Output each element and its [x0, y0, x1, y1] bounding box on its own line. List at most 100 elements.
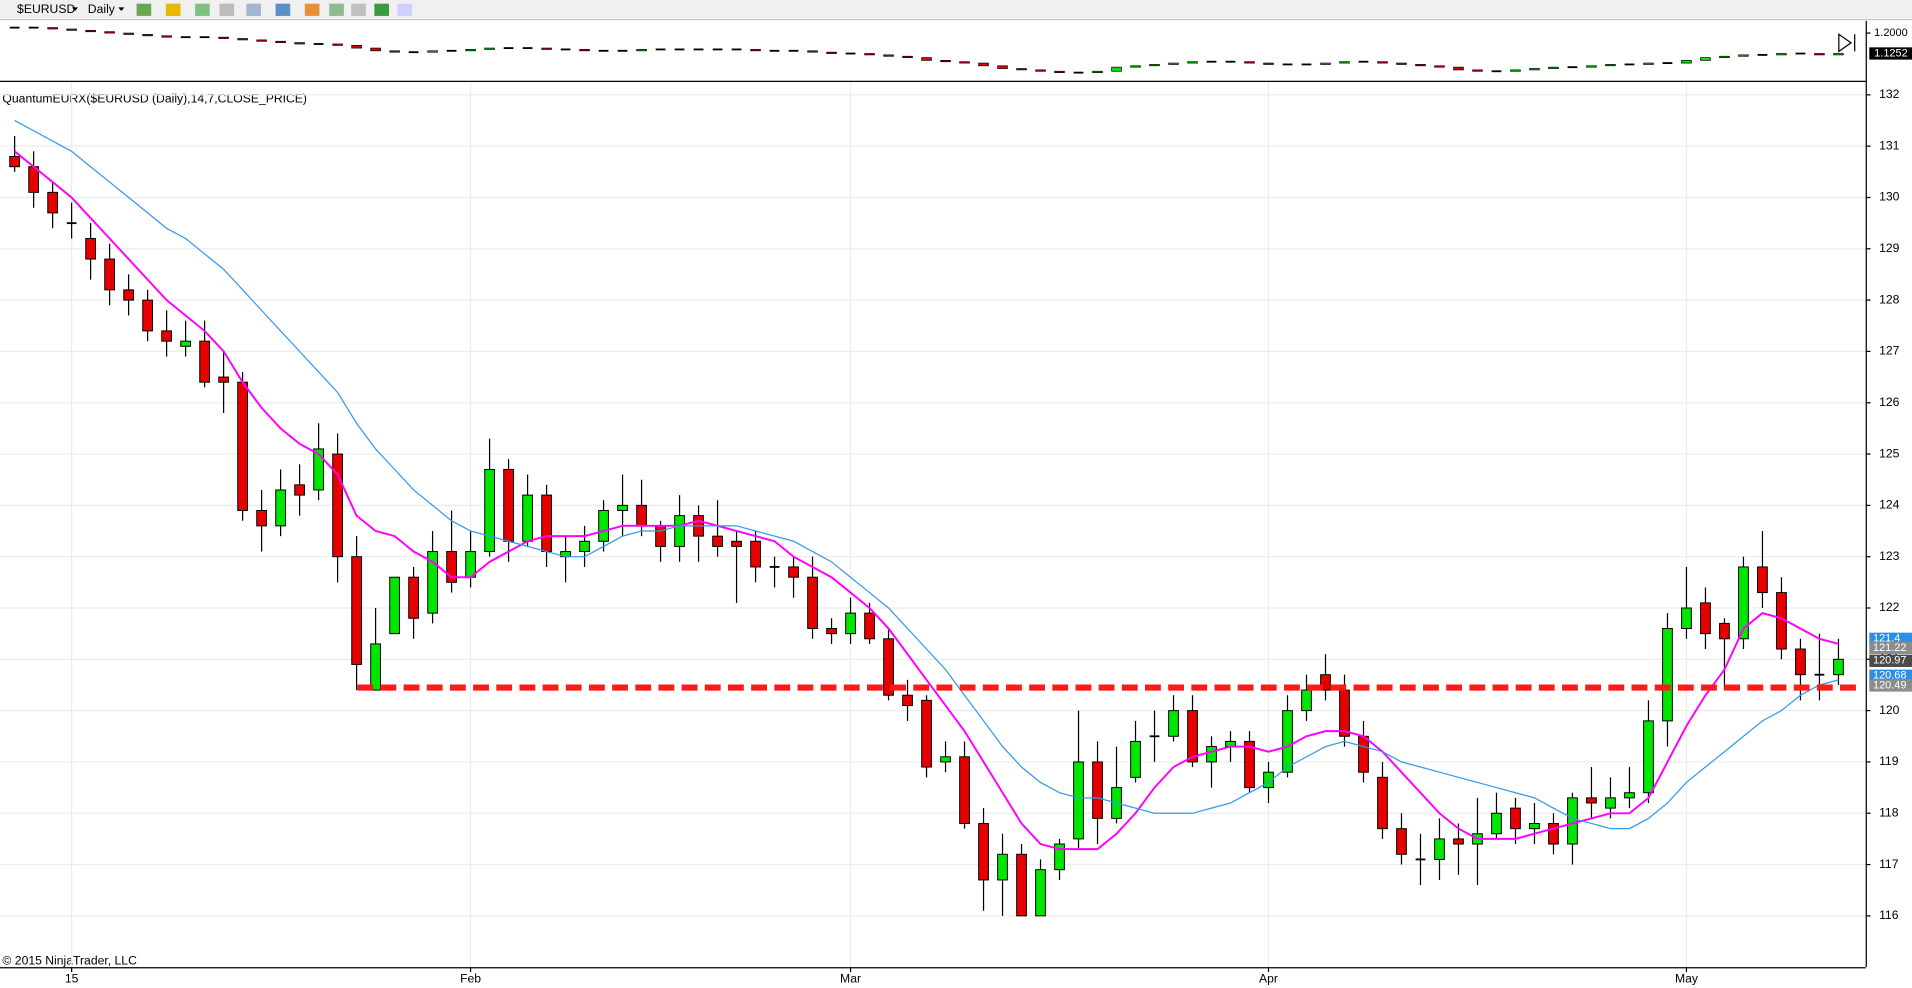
- drawing-tool-button[interactable]: [165, 3, 181, 16]
- candle-body: [1567, 797, 1578, 845]
- mini-candle: [959, 61, 970, 64]
- y-tick-label: 120: [1879, 703, 1900, 717]
- mini-candle: [1700, 57, 1711, 61]
- mini-candle: [1719, 55, 1730, 58]
- candle-body: [1624, 792, 1635, 799]
- candle-body: [674, 515, 685, 547]
- chart-style-button[interactable]: [136, 3, 152, 16]
- candle-body: [636, 504, 647, 527]
- candle-body: [142, 299, 153, 332]
- y-tick-label: 122: [1879, 600, 1900, 614]
- x-tick-label: Apr: [1259, 972, 1278, 986]
- candle-body: [1738, 566, 1749, 640]
- candle-body: [1510, 807, 1521, 830]
- candle-body: [294, 484, 305, 496]
- mini-candle: [370, 47, 381, 52]
- candle-body: [1263, 771, 1274, 789]
- mini-candle: [636, 49, 647, 52]
- dropdown-arrow[interactable]: [71, 7, 79, 12]
- x-tick-label: 15: [65, 972, 79, 986]
- candle-body: [883, 638, 894, 696]
- candle-body: [1092, 761, 1103, 819]
- candle-body: [1130, 740, 1141, 778]
- y-tick-label: 124: [1879, 498, 1900, 512]
- candle-body: [598, 510, 609, 542]
- price-marker: [1869, 679, 1912, 692]
- mini-candle: [1339, 61, 1350, 64]
- copyright: © 2015 NinjaTrader, LLC: [2, 953, 137, 967]
- mini-candle: [750, 49, 761, 52]
- mini-candle: [1111, 66, 1122, 72]
- zoom-button[interactable]: [275, 3, 291, 16]
- mini-candle: [484, 47, 495, 50]
- strategy-button[interactable]: [219, 3, 235, 16]
- candle-body: [712, 535, 723, 547]
- mini-candle: [1016, 68, 1027, 71]
- candle-body: [256, 510, 267, 527]
- mini-candle: [161, 35, 172, 38]
- indicator-button[interactable]: [195, 3, 210, 16]
- candle-body: [522, 494, 533, 542]
- mini-candle: [1168, 62, 1179, 65]
- toolbar: [0, 0, 1912, 20]
- candle-body: [1453, 838, 1464, 845]
- orders-button[interactable]: [374, 3, 389, 16]
- candle-body: [1681, 607, 1692, 630]
- cursor-button[interactable]: [246, 3, 261, 16]
- candle-body: [1719, 622, 1730, 640]
- price-marker: [1869, 669, 1912, 682]
- mini-candle: [256, 39, 267, 42]
- candle-body: [408, 576, 419, 619]
- last-price-marker: [1869, 47, 1912, 60]
- candle-body: [1529, 823, 1540, 830]
- mini-candle: [1814, 53, 1825, 56]
- y-tick-label: 132: [1879, 87, 1900, 101]
- scroll-to-end-button[interactable]: [1838, 33, 1856, 53]
- mini-candle: [1187, 61, 1198, 64]
- candle-body: [1434, 838, 1445, 860]
- candle-body: [446, 551, 457, 583]
- x-tick-label: Mar: [840, 972, 861, 986]
- mini-candle: [237, 38, 248, 41]
- mini-candle: [1605, 64, 1616, 67]
- candle-body: [978, 823, 989, 881]
- last-price-label: 1.1252: [1874, 47, 1908, 59]
- mini-candle: [807, 50, 818, 53]
- candle-body: [1548, 823, 1559, 845]
- candle-body: [959, 756, 970, 824]
- candle-body: [180, 340, 191, 347]
- candle-body: [807, 576, 818, 630]
- dropdown-arrow[interactable]: [118, 7, 125, 12]
- mini-candle: [883, 54, 894, 57]
- symbol-selector[interactable]: $EURUSD: [17, 2, 75, 16]
- mini-candle: [1054, 70, 1065, 73]
- mini-candle: [1833, 53, 1844, 56]
- workspace-button[interactable]: [397, 3, 413, 16]
- candle-body: [902, 694, 913, 706]
- data-box-button[interactable]: [351, 3, 366, 16]
- y-tick-label: 117: [1879, 857, 1899, 871]
- moving-average-line: [14, 119, 1839, 830]
- candle-body: [351, 556, 362, 665]
- candle-body: [579, 540, 590, 553]
- mini-candle: [940, 59, 951, 63]
- candle-body: [617, 504, 628, 511]
- price-marker-label: 121.4: [1873, 633, 1900, 645]
- mini-candle: [1377, 61, 1388, 64]
- interval-selector[interactable]: Daily: [88, 2, 116, 16]
- candle-body: [1073, 761, 1084, 840]
- candle-body: [1206, 746, 1217, 763]
- candle-body: [1358, 735, 1369, 773]
- indicator-label: QuantumEURX($EURUSD (Daily),14,7,CLOSE_P…: [2, 91, 307, 105]
- mini-candle: [142, 34, 153, 37]
- candle-body: [1700, 602, 1711, 635]
- candle-body: [427, 551, 438, 614]
- y-tick-label: 123: [1879, 549, 1900, 563]
- mini-candle: [1035, 69, 1046, 72]
- properties-button[interactable]: [304, 3, 320, 16]
- mini-candle: [218, 36, 229, 39]
- templates-button[interactable]: [329, 3, 344, 16]
- candle-body: [1320, 674, 1331, 691]
